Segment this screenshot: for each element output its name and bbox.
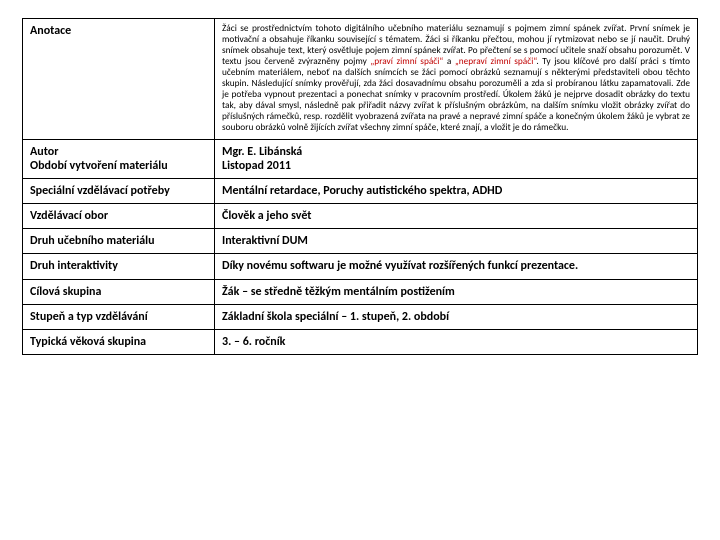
metadata-table: Anotace Žáci se prostřednictvím tohoto d… [22,18,698,355]
table-row: Typická věková skupina 3. – 6. ročník [23,329,698,354]
value-potreby: Mentální retardace, Poruchy autistického… [215,179,698,204]
table-row: AutorObdobí vytvoření materiálu Mgr. E. … [23,139,698,178]
label-autor: AutorObdobí vytvoření materiálu [23,139,215,178]
value-anotace: Žáci se prostřednictvím tohoto digitální… [215,19,698,140]
value-obor: Člověk a jeho svět [215,204,698,229]
value-vekova-skupina: 3. – 6. ročník [215,329,698,354]
label-interaktivity: Druh interaktivity [23,254,215,279]
value-autor: Mgr. E. LibánskáListopad 2011 [215,139,698,178]
value-stupen: Základní škola speciální – 1. stupeň, 2.… [215,304,698,329]
value-interaktivity: Díky novému softwaru je možné využívat r… [215,254,698,279]
label-vekova-skupina: Typická věková skupina [23,329,215,354]
value-druh-materialu: Interaktivní DUM [215,229,698,254]
table-row: Druh interaktivity Díky novému softwaru … [23,254,698,279]
label-obor: Vzdělávací obor [23,204,215,229]
label-potreby: Speciální vzdělávací potřeby [23,179,215,204]
table-row: Vzdělávací obor Člověk a jeho svět [23,204,698,229]
label-anotace: Anotace [23,19,215,140]
value-cilova-skupina: Žák – se středně těžkým mentálním postiž… [215,279,698,304]
table-row: Stupeň a typ vzdělávání Základní škola s… [23,304,698,329]
table-row: Anotace Žáci se prostřednictvím tohoto d… [23,19,698,140]
table-row: Druh učebního materiálu Interaktivní DUM [23,229,698,254]
table-row: Cílová skupina Žák – se středně těžkým m… [23,279,698,304]
label-cilova-skupina: Cílová skupina [23,279,215,304]
table-row: Speciální vzdělávací potřeby Mentální re… [23,179,698,204]
label-stupen: Stupeň a typ vzdělávání [23,304,215,329]
label-druh-materialu: Druh učebního materiálu [23,229,215,254]
